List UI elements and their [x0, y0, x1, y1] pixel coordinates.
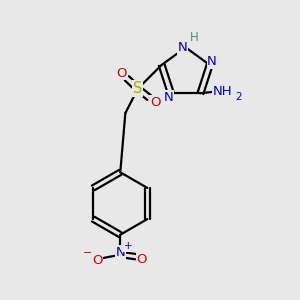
Text: 2: 2 [235, 92, 242, 102]
Text: O: O [150, 96, 160, 109]
Text: NH: NH [213, 85, 233, 98]
Text: +: + [124, 241, 132, 251]
Text: O: O [116, 67, 127, 80]
Text: N: N [207, 55, 217, 68]
Text: S: S [133, 81, 142, 96]
Text: N: N [164, 91, 173, 104]
Text: N: N [178, 41, 188, 54]
Text: H: H [190, 32, 198, 44]
Text: −: − [83, 248, 92, 258]
Text: N: N [116, 246, 125, 259]
Text: O: O [136, 253, 147, 266]
Text: O: O [92, 254, 102, 267]
